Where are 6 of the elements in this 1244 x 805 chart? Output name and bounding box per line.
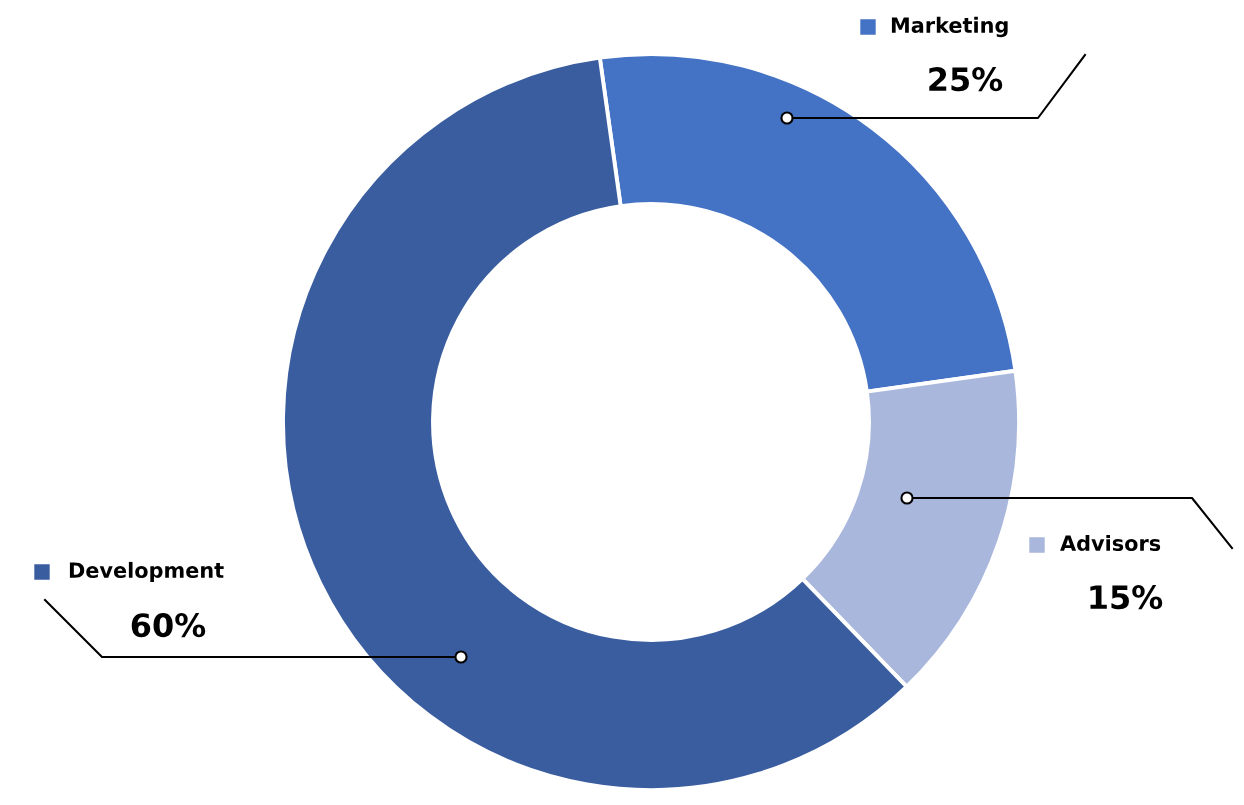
legend-label: Development <box>69 561 224 583</box>
data-label: 25% <box>929 67 1003 92</box>
data-label: 60% <box>131 613 206 638</box>
data-label: 15% <box>1090 585 1163 610</box>
legend-label: Advisors <box>1060 534 1161 552</box>
legend-label: Marketing <box>891 16 1008 38</box>
